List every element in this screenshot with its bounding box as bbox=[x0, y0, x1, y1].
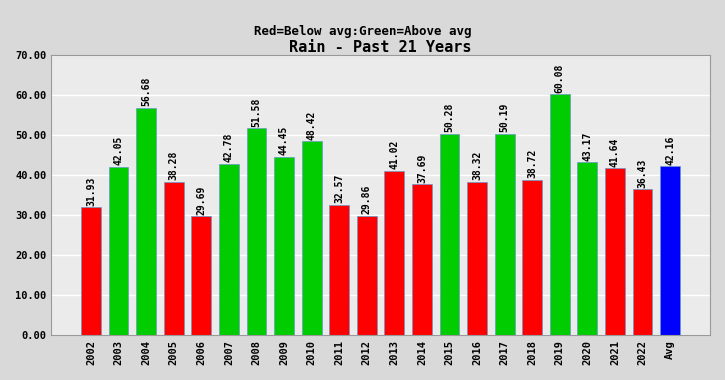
Text: 50.28: 50.28 bbox=[444, 103, 455, 132]
Text: 29.86: 29.86 bbox=[362, 185, 372, 214]
Text: 29.69: 29.69 bbox=[196, 185, 207, 215]
Text: 38.72: 38.72 bbox=[527, 149, 537, 179]
Bar bbox=[191, 216, 211, 335]
Text: 32.57: 32.57 bbox=[334, 174, 344, 203]
Bar bbox=[577, 162, 597, 335]
Bar bbox=[109, 167, 128, 335]
Text: Red=Below avg:Green=Above avg: Red=Below avg:Green=Above avg bbox=[254, 25, 471, 38]
Text: 31.93: 31.93 bbox=[86, 176, 96, 206]
Bar bbox=[302, 141, 322, 335]
Text: 42.78: 42.78 bbox=[224, 133, 234, 162]
Bar bbox=[274, 157, 294, 335]
Text: 60.08: 60.08 bbox=[555, 63, 565, 93]
Title: Rain - Past 21 Years: Rain - Past 21 Years bbox=[289, 40, 472, 55]
Text: 42.16: 42.16 bbox=[665, 135, 675, 165]
Bar bbox=[412, 184, 432, 335]
Text: 43.17: 43.17 bbox=[582, 131, 592, 161]
Bar bbox=[439, 134, 460, 335]
Bar bbox=[522, 180, 542, 335]
Text: 50.19: 50.19 bbox=[500, 103, 510, 133]
Text: 37.69: 37.69 bbox=[417, 153, 427, 182]
Bar bbox=[247, 128, 266, 335]
Text: 41.64: 41.64 bbox=[610, 137, 620, 167]
Text: 42.05: 42.05 bbox=[114, 136, 123, 165]
Bar bbox=[329, 205, 349, 335]
Text: 38.32: 38.32 bbox=[472, 150, 482, 180]
Bar bbox=[357, 215, 377, 335]
Bar bbox=[384, 171, 405, 335]
Text: 41.02: 41.02 bbox=[389, 140, 399, 169]
Bar bbox=[219, 164, 239, 335]
Bar bbox=[164, 182, 183, 335]
Bar bbox=[550, 95, 570, 335]
Text: 56.68: 56.68 bbox=[141, 77, 151, 106]
Text: 48.42: 48.42 bbox=[307, 110, 317, 139]
Bar bbox=[136, 108, 156, 335]
Bar bbox=[81, 207, 101, 335]
Bar bbox=[660, 166, 680, 335]
Bar bbox=[633, 189, 652, 335]
Text: 44.45: 44.45 bbox=[279, 126, 289, 155]
Text: 38.28: 38.28 bbox=[169, 151, 179, 180]
Bar bbox=[605, 168, 625, 335]
Bar bbox=[494, 134, 515, 335]
Bar bbox=[467, 182, 487, 335]
Text: 51.58: 51.58 bbox=[252, 98, 262, 127]
Text: 36.43: 36.43 bbox=[637, 158, 647, 188]
